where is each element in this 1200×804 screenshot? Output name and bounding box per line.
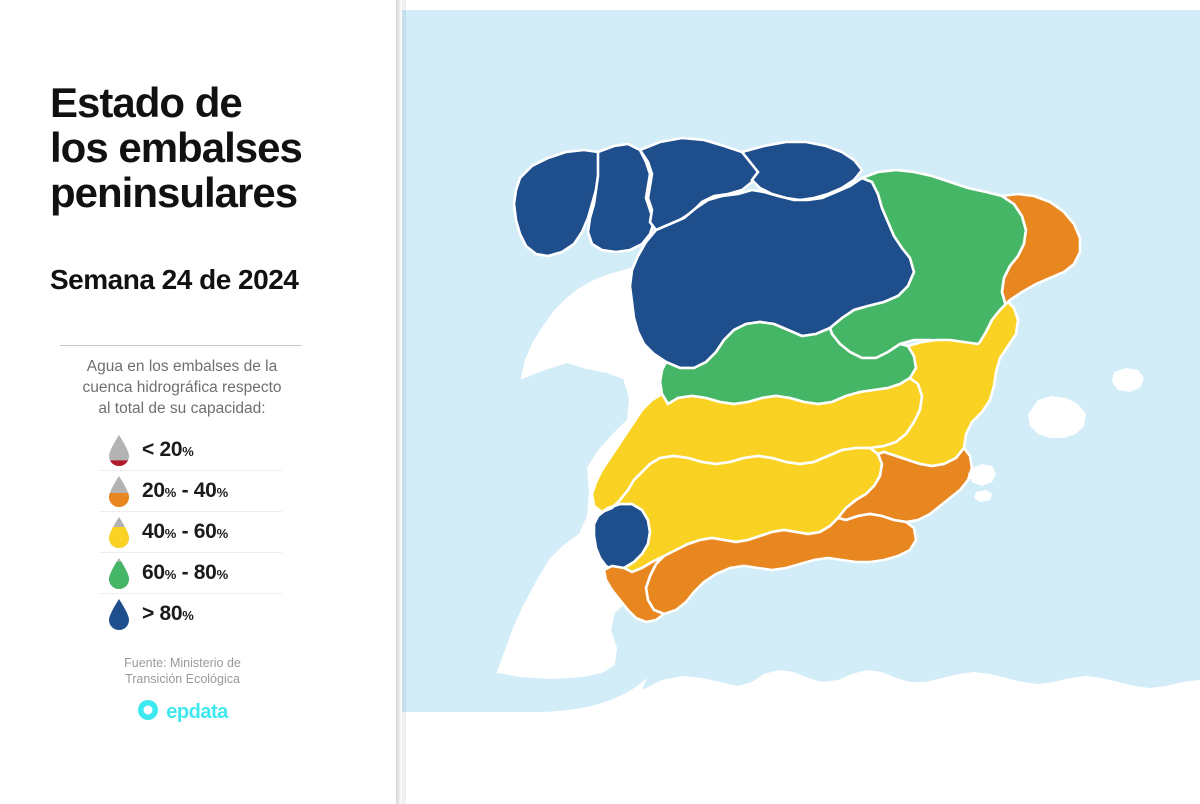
legend-item-label: < 20%: [142, 438, 194, 461]
sea-bottom-edge: [402, 678, 647, 712]
legend-caption: Agua en los embalses de la cuenca hidrog…: [42, 356, 322, 419]
water-drop-icon: [100, 475, 138, 507]
spain-reservoir-map: [402, 0, 1200, 804]
legend-item: 20% - 40%: [100, 471, 282, 512]
title-line-3: peninsulares: [50, 169, 298, 216]
source-line-2: Transición Ecológica: [125, 672, 240, 686]
region-cuenca-mediterranea-andaluza: [644, 512, 918, 616]
region-guadalete-barbate: [602, 554, 667, 624]
page-subtitle: Semana 24 de 2024: [50, 264, 299, 295]
water-drop-icon: [100, 598, 138, 630]
legend-item-label: > 80%: [142, 602, 194, 625]
title-line-2: los embalses: [50, 124, 303, 171]
legend-item-label: 40% - 60%: [142, 520, 228, 543]
source-note: Fuente: Ministerio de Transición Ecológi…: [60, 655, 305, 687]
region-islas-baleares-ibiza: [968, 464, 996, 486]
sky-band-top: [402, 0, 1200, 10]
region-north-africa: [402, 670, 1200, 804]
map-left-shadow: [402, 0, 406, 804]
region-islas-baleares-mallorca: [1028, 396, 1086, 438]
epdata-logo-icon: [137, 699, 159, 726]
region-islas-baleares-formentera: [974, 490, 992, 502]
legend-item-label: 60% - 80%: [142, 561, 228, 584]
legend: < 20% 20% - 40%: [100, 430, 282, 634]
legend-item: > 80%: [100, 594, 282, 634]
water-drop-icon: [100, 434, 138, 466]
legend-item: 40% - 60%: [100, 512, 282, 553]
caption-line-1: Agua en los embalses de la: [86, 358, 278, 375]
region-segura: [835, 445, 974, 524]
epdata-logo[interactable]: epdata: [60, 697, 305, 727]
title-line-1: Estado de: [50, 79, 243, 126]
region-mino-sil: [586, 142, 656, 254]
region-islas-baleares-menorca: [1112, 368, 1144, 392]
water-drop-icon: [100, 557, 138, 589]
legend-item: 60% - 80%: [100, 553, 282, 594]
left-info-panel: Estado de los embalses peninsulares Sema…: [0, 0, 398, 804]
page-title: Estado de los embalses peninsulares: [50, 80, 370, 215]
region-galicia-costa: [512, 148, 604, 258]
source-line-1: Fuente: Ministerio de: [124, 656, 241, 670]
legend-item-label: 20% - 40%: [142, 479, 228, 502]
water-drop-icon: [100, 516, 138, 548]
region-jucar: [866, 300, 1020, 468]
region-cantabrico-oriental: [739, 140, 864, 202]
epdata-logo-text: epdata: [166, 700, 228, 723]
section-divider: [60, 345, 302, 346]
caption-line-3: al total de su capacidad:: [98, 400, 266, 417]
legend-item: < 20%: [100, 430, 282, 471]
caption-line-2: cuenca hidrográfica respecto: [82, 379, 282, 396]
